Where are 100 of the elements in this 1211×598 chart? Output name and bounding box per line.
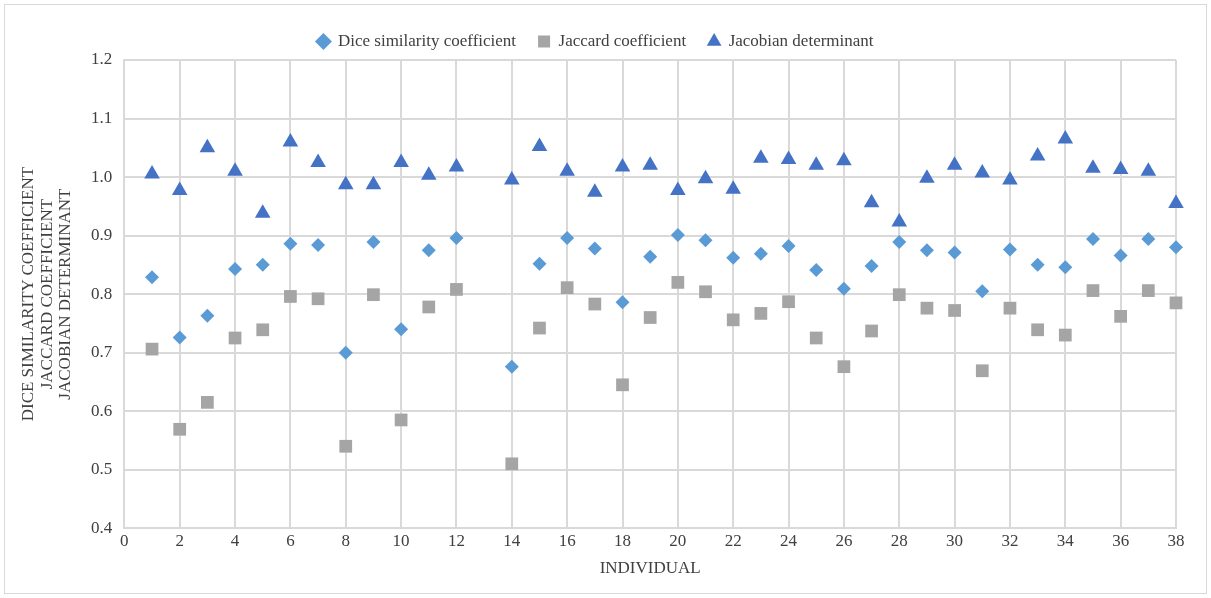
point <box>836 281 851 296</box>
point <box>505 457 519 471</box>
point <box>891 213 908 227</box>
point <box>393 153 409 167</box>
point <box>837 360 851 374</box>
point <box>421 243 436 258</box>
x-tick-label: 38 <box>1167 530 1185 550</box>
point <box>200 308 215 323</box>
point <box>199 138 216 153</box>
point <box>201 396 214 409</box>
point <box>1085 159 1101 173</box>
point <box>725 180 741 194</box>
point <box>533 321 546 335</box>
point <box>1058 260 1073 275</box>
point <box>836 151 852 166</box>
point <box>975 284 990 299</box>
point <box>1029 146 1046 161</box>
point <box>698 233 713 248</box>
y-tick-label: 0.8 <box>91 283 113 303</box>
x-tick-label: 18 <box>614 530 631 550</box>
point <box>920 301 934 315</box>
point <box>670 227 685 242</box>
y-axis-title: DICE SIMILARITY COEFFICIENT JACCARD COEFFICIENT JACOBIAN DETERMINANT <box>17 166 75 422</box>
point <box>171 181 188 196</box>
x-tick-label: 16 <box>558 530 576 550</box>
point <box>753 149 769 163</box>
point <box>448 158 465 172</box>
point <box>339 439 353 453</box>
point <box>256 323 270 337</box>
point <box>1085 232 1100 247</box>
point <box>809 331 823 345</box>
x-tick-label: 14 <box>503 530 521 550</box>
point <box>254 204 271 218</box>
point <box>588 297 602 311</box>
point <box>449 230 464 245</box>
point <box>228 261 243 276</box>
point <box>1030 257 1045 272</box>
point <box>145 270 160 285</box>
point <box>1031 323 1044 337</box>
point <box>948 304 961 317</box>
point <box>754 307 768 320</box>
point <box>310 153 326 167</box>
point <box>227 162 243 176</box>
x-tick-label: 6 <box>286 530 295 550</box>
point <box>560 281 574 295</box>
point <box>144 165 160 179</box>
point <box>1169 240 1183 255</box>
x-tick-label: 20 <box>669 530 687 550</box>
point <box>864 259 879 274</box>
point <box>697 169 714 184</box>
point <box>1113 248 1128 263</box>
y-tick-label: 1.2 <box>91 49 113 69</box>
point <box>975 364 989 378</box>
point <box>1141 284 1155 297</box>
legend-label: Dice similarity coefficient <box>337 30 517 50</box>
x-tick-label: 28 <box>890 530 908 550</box>
point <box>643 311 657 324</box>
point <box>587 183 603 197</box>
point <box>809 263 824 278</box>
x-tick-label: 34 <box>1056 530 1075 550</box>
point <box>311 237 326 252</box>
point <box>753 246 768 261</box>
y-tick-label: 1.1 <box>91 107 113 127</box>
point <box>366 235 381 250</box>
point <box>919 243 934 258</box>
legend-label: Jaccard coefficient <box>558 30 687 50</box>
point <box>1086 284 1100 297</box>
point <box>450 283 463 296</box>
point <box>614 158 631 172</box>
point <box>283 236 298 251</box>
point <box>808 156 825 170</box>
point <box>1058 328 1072 342</box>
point <box>504 359 519 374</box>
y-tick-label: 0.5 <box>91 459 113 479</box>
point <box>337 175 354 190</box>
point <box>781 239 796 254</box>
point <box>615 295 630 310</box>
x-tick-label: 30 <box>946 530 964 550</box>
point <box>282 132 299 147</box>
legend-label: Jacobian determinant <box>728 30 874 50</box>
point <box>422 300 436 314</box>
point <box>1002 242 1017 257</box>
x-tick-label: 32 <box>1001 530 1019 550</box>
y-tick-label: 0.9 <box>91 225 113 245</box>
point <box>311 292 325 306</box>
point <box>173 422 187 436</box>
point <box>1114 309 1128 323</box>
point <box>587 241 602 256</box>
x-tick-label: 8 <box>341 530 350 550</box>
x-tick-label: 12 <box>447 530 465 550</box>
x-tick-label: 26 <box>835 530 853 550</box>
point <box>172 330 187 345</box>
point <box>1112 160 1129 174</box>
point <box>531 137 548 152</box>
point <box>394 322 409 337</box>
point <box>974 163 991 178</box>
point <box>726 313 740 327</box>
point <box>726 250 741 265</box>
point <box>1003 301 1017 315</box>
point <box>560 230 575 245</box>
